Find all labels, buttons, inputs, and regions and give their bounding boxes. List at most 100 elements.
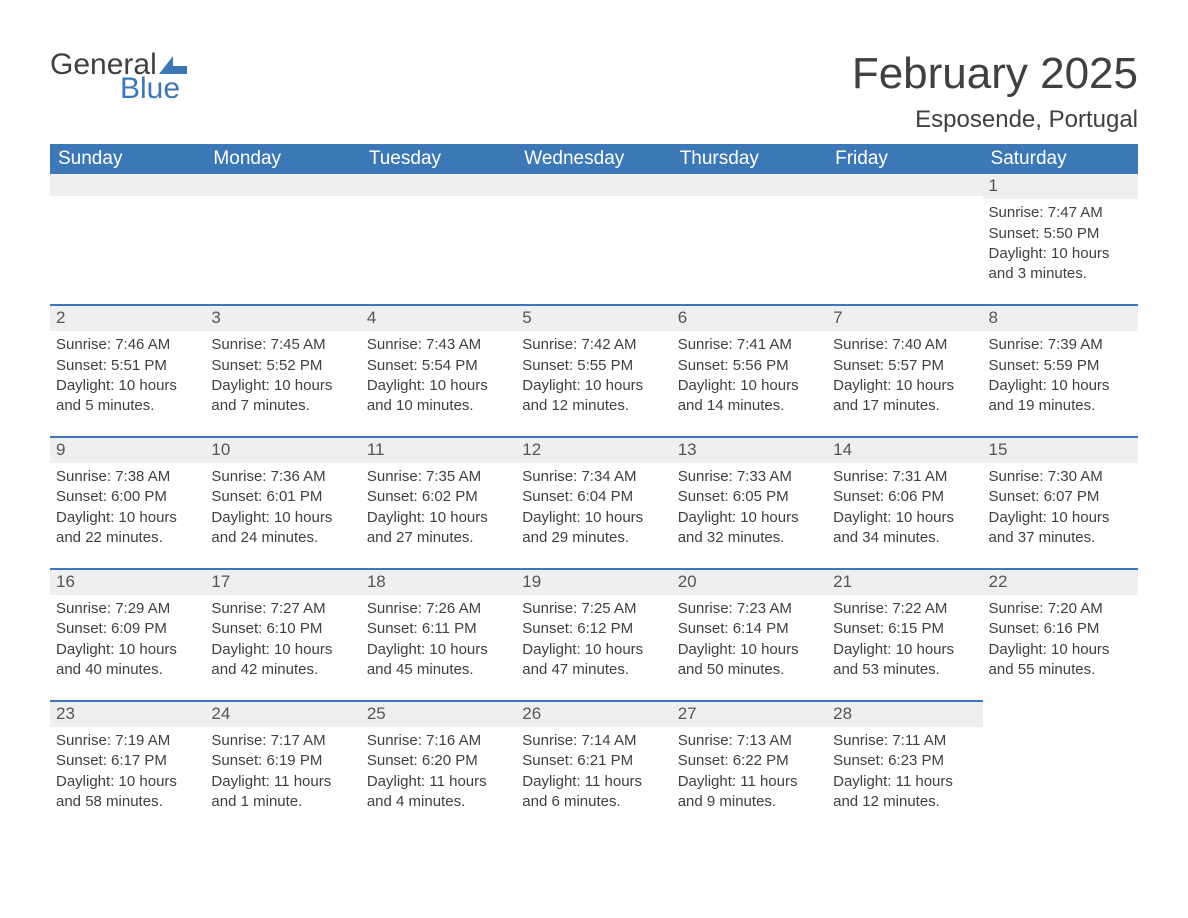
- calendar-day-cell: 15Sunrise: 7:30 AMSunset: 6:07 PMDayligh…: [983, 436, 1138, 568]
- day-number-bar: 23: [50, 700, 205, 727]
- day-content: 3Sunrise: 7:45 AMSunset: 5:52 PMDaylight…: [205, 304, 360, 436]
- day-sunset: Sunset: 6:21 PM: [522, 751, 665, 771]
- day-sunrise: Sunrise: 7:29 AM: [56, 599, 199, 619]
- calendar-day-cell: 16Sunrise: 7:29 AMSunset: 6:09 PMDayligh…: [50, 568, 205, 700]
- col-thursday: Thursday: [672, 144, 827, 174]
- calendar-day-cell: 19Sunrise: 7:25 AMSunset: 6:12 PMDayligh…: [516, 568, 671, 700]
- day-number-bar: 3: [205, 304, 360, 331]
- day-content: 24 Sunrise: 7:17 AMSunset: 6:19 PMDayligh…: [205, 700, 360, 832]
- day-number-bar: 27: [672, 700, 827, 727]
- day-content: 18Sunrise: 7:26 AMSunset: 6:11 PMDayligh…: [361, 568, 516, 700]
- calendar-day-cell: 9Sunrise: 7:38 AMSunset: 6:00 PMDaylight…: [50, 436, 205, 568]
- day-sunrise: Sunrise: 7:26 AM: [367, 599, 510, 619]
- day-sunrise: Sunrise: 7:22 AM: [833, 599, 976, 619]
- day-dl2: and 53 minutes.: [833, 660, 976, 680]
- calendar-day-cell: 3Sunrise: 7:45 AMSunset: 5:52 PMDaylight…: [205, 304, 360, 436]
- calendar-day-cell: 28 Sunrise: 7:11 AMSunset: 6:23 PMDayligh…: [827, 700, 982, 832]
- day-sunset: Sunset: 6:23 PM: [833, 751, 976, 771]
- day-sunset: Sunset: 6:05 PM: [678, 487, 821, 507]
- day-sunset: Sunset: 5:50 PM: [989, 224, 1132, 244]
- day-content: [983, 700, 1138, 720]
- day-number-bar: 11: [361, 436, 516, 463]
- day-content: [672, 174, 827, 220]
- day-dl2: and 47 minutes.: [522, 660, 665, 680]
- header: General Blue February 2025 Esposende, Po…: [50, 50, 1138, 134]
- day-dl1: Daylight: 10 hours: [367, 640, 510, 660]
- calendar-day-cell: 7Sunrise: 7:40 AMSunset: 5:57 PMDaylight…: [827, 304, 982, 436]
- calendar-day-cell: 20Sunrise: 7:23 AMSunset: 6:14 PMDayligh…: [672, 568, 827, 700]
- day-content: 15Sunrise: 7:30 AMSunset: 6:07 PMDayligh…: [983, 436, 1138, 568]
- day-number-bar: 24: [205, 700, 360, 727]
- day-dl1: Daylight: 11 hours: [211, 772, 354, 792]
- day-dl1: Daylight: 10 hours: [833, 508, 976, 528]
- day-sunrise: Sunrise: 7:38 AM: [56, 467, 199, 487]
- day-content: 10Sunrise: 7:36 AMSunset: 6:01 PMDayligh…: [205, 436, 360, 568]
- calendar-day-cell: 27Sunrise: 7:13 AMSunset: 6:22 PMDayligh…: [672, 700, 827, 832]
- day-content: 21Sunrise: 7:22 AMSunset: 6:15 PMDayligh…: [827, 568, 982, 700]
- day-content: [205, 174, 360, 220]
- day-sunset: Sunset: 6:07 PM: [989, 487, 1132, 507]
- calendar-week-row: 2Sunrise: 7:46 AMSunset: 5:51 PMDaylight…: [50, 304, 1138, 436]
- calendar-day-cell: [50, 174, 205, 304]
- day-content: 12Sunrise: 7:34 AMSunset: 6:04 PMDayligh…: [516, 436, 671, 568]
- day-dl1: Daylight: 11 hours: [367, 772, 510, 792]
- day-dl1: Daylight: 11 hours: [833, 772, 976, 792]
- day-number-bar: 4: [361, 304, 516, 331]
- day-sunset: Sunset: 6:09 PM: [56, 619, 199, 639]
- day-dl1: Daylight: 10 hours: [56, 508, 199, 528]
- day-dl2: and 40 minutes.: [56, 660, 199, 680]
- day-dl1: Daylight: 10 hours: [56, 376, 199, 396]
- day-sunset: Sunset: 6:12 PM: [522, 619, 665, 639]
- day-sunset: Sunset: 5:59 PM: [989, 356, 1132, 376]
- day-number-bar: 19: [516, 568, 671, 595]
- day-content: 27Sunrise: 7:13 AMSunset: 6:22 PMDayligh…: [672, 700, 827, 832]
- day-sunrise: Sunrise: 7:17 AM: [211, 731, 354, 751]
- day-number-bar: [361, 174, 516, 196]
- day-dl1: Daylight: 10 hours: [678, 376, 821, 396]
- day-content: 26Sunrise: 7:14 AMSunset: 6:21 PMDayligh…: [516, 700, 671, 832]
- day-sunrise: Sunrise: 7:14 AM: [522, 731, 665, 751]
- day-sunset: Sunset: 6:00 PM: [56, 487, 199, 507]
- day-number-bar: [50, 174, 205, 196]
- day-dl2: and 5 minutes.: [56, 396, 199, 416]
- col-sunday: Sunday: [50, 144, 205, 174]
- day-content: 17Sunrise: 7:27 AMSunset: 6:10 PMDayligh…: [205, 568, 360, 700]
- calendar-day-cell: 5Sunrise: 7:42 AMSunset: 5:55 PMDaylight…: [516, 304, 671, 436]
- day-dl1: Daylight: 10 hours: [56, 640, 199, 660]
- day-number-bar: 5: [516, 304, 671, 331]
- day-sunset: Sunset: 5:56 PM: [678, 356, 821, 376]
- day-number-bar: 12: [516, 436, 671, 463]
- col-monday: Monday: [205, 144, 360, 174]
- day-content: [361, 174, 516, 220]
- day-number-bar: 20: [672, 568, 827, 595]
- day-number-bar: [827, 174, 982, 196]
- day-dl2: and 32 minutes.: [678, 528, 821, 548]
- day-sunset: Sunset: 6:15 PM: [833, 619, 976, 639]
- day-dl2: and 50 minutes.: [678, 660, 821, 680]
- calendar-day-cell: 2Sunrise: 7:46 AMSunset: 5:51 PMDaylight…: [50, 304, 205, 436]
- weekday-header-row: Sunday Monday Tuesday Wednesday Thursday…: [50, 144, 1138, 174]
- day-sunset: Sunset: 6:19 PM: [211, 751, 354, 771]
- day-sunset: Sunset: 6:11 PM: [367, 619, 510, 639]
- day-sunrise: Sunrise: 7:40 AM: [833, 335, 976, 355]
- day-dl1: Daylight: 10 hours: [833, 376, 976, 396]
- calendar-day-cell: 14Sunrise: 7:31 AMSunset: 6:06 PMDayligh…: [827, 436, 982, 568]
- day-dl1: Daylight: 10 hours: [678, 640, 821, 660]
- day-number-bar: [672, 174, 827, 196]
- day-sunrise: Sunrise: 7:25 AM: [522, 599, 665, 619]
- day-content: 16Sunrise: 7:29 AMSunset: 6:09 PMDayligh…: [50, 568, 205, 700]
- day-sunset: Sunset: 5:54 PM: [367, 356, 510, 376]
- day-sunrise: Sunrise: 7:30 AM: [989, 467, 1132, 487]
- day-number-bar: 8: [983, 304, 1138, 331]
- calendar-day-cell: 23Sunrise: 7:19 AMSunset: 6:17 PMDayligh…: [50, 700, 205, 832]
- day-sunset: Sunset: 6:14 PM: [678, 619, 821, 639]
- day-sunrise: Sunrise: 7:11 AM: [833, 731, 976, 751]
- day-number-bar: 28: [827, 700, 982, 727]
- day-number-bar: 14: [827, 436, 982, 463]
- calendar-day-cell: 11Sunrise: 7:35 AMSunset: 6:02 PMDayligh…: [361, 436, 516, 568]
- day-dl1: Daylight: 10 hours: [678, 508, 821, 528]
- day-dl1: Daylight: 10 hours: [989, 244, 1132, 264]
- day-sunrise: Sunrise: 7:13 AM: [678, 731, 821, 751]
- title-block: February 2025 Esposende, Portugal: [852, 50, 1138, 134]
- day-content: 8Sunrise: 7:39 AMSunset: 5:59 PMDaylight…: [983, 304, 1138, 436]
